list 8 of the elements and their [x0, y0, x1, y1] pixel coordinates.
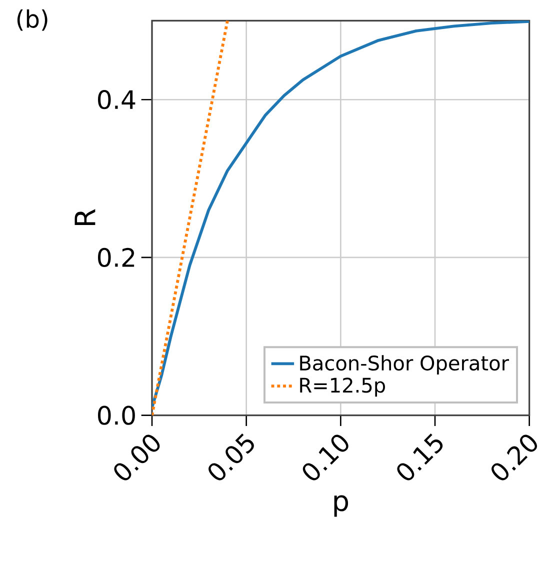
y-tick-label: 0.4 — [98, 90, 136, 110]
y-tick-label: 0.0 — [98, 406, 135, 425]
y-tick-label: 0.2 — [98, 248, 134, 268]
x-axis-title: p — [334, 495, 348, 517]
legend-label: R=12.5p — [300, 378, 385, 397]
y-axis-title: R — [74, 209, 96, 225]
text: (b) — [17, 9, 48, 31]
legend-label: Bacon-Shor Operator — [300, 355, 510, 374]
